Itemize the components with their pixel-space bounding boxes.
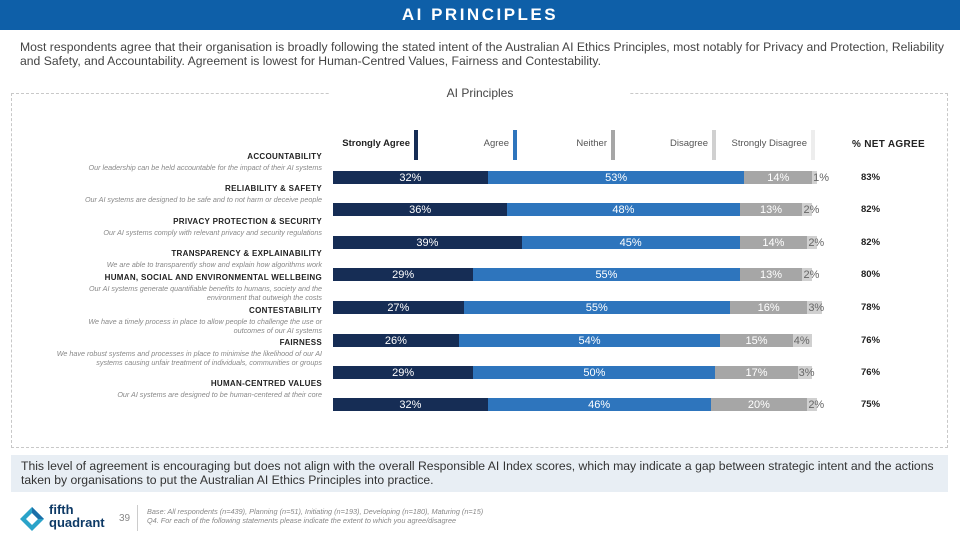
bar-neither: 14% <box>739 236 808 249</box>
principle-description-line: outcomes of our AI systems <box>233 326 322 335</box>
legend-label: Strongly Disagree <box>731 138 807 149</box>
bar-agree: 53% <box>487 171 745 184</box>
fifth-quadrant-logo-icon <box>20 507 44 531</box>
principle-title: PRIVACY PROTECTION & SECURITY <box>173 217 322 226</box>
legend-swatch <box>414 130 418 160</box>
principle-title: TRANSPARENCY & EXPLAINABILITY <box>171 249 322 258</box>
legend-swatch <box>611 130 615 160</box>
bar-disagree: 4% <box>792 334 813 347</box>
chart-title: AI Principles <box>330 86 630 100</box>
bar-agree: 55% <box>473 268 740 281</box>
net-agree-header: % NET AGREE <box>852 139 925 150</box>
principle-description-line: Our leadership can be held accountable f… <box>88 163 322 172</box>
summary-box: This level of agreement is encouraging b… <box>11 455 948 492</box>
bar-strongly-agree: 26% <box>333 334 459 347</box>
principle-description-line: systems causing unfair treatment of indi… <box>96 358 322 367</box>
bar-neither: 16% <box>729 301 808 314</box>
net-agree-value: 83% <box>861 172 881 183</box>
bar-disagree: 3% <box>807 301 825 314</box>
legend-label: Agree <box>483 138 509 149</box>
legend-swatch <box>712 130 716 160</box>
net-agree-value: 82% <box>861 204 881 215</box>
legend-item-neither: Neither <box>475 130 615 160</box>
bar-agree: 45% <box>521 236 740 249</box>
principle-description-line: Our AI systems generate quantifiable ben… <box>88 284 322 293</box>
bar-disagree: 2% <box>807 398 825 411</box>
bar-strongly-agree: 32% <box>333 398 488 411</box>
bar-neither: 13% <box>739 268 803 281</box>
bar-agree: 46% <box>487 398 711 411</box>
summary-text: This level of agreement is encouraging b… <box>21 459 934 487</box>
principle-title: HUMAN-CENTRED VALUES <box>210 379 322 388</box>
base-note-line-1: Base: All respondents (n=439), Planning … <box>147 507 484 516</box>
base-note-line-2: Q4. For each of the following statements… <box>147 516 457 525</box>
principle-description-line: We have robust systems and processes in … <box>56 349 322 358</box>
net-agree-value: 76% <box>861 367 881 378</box>
principle-description-line: Our AI systems are designed to be safe a… <box>84 195 322 204</box>
bar-strongly-agree: 32% <box>333 171 488 184</box>
bar-strongly-agree: 36% <box>333 203 508 216</box>
bar-agree: 48% <box>507 203 740 216</box>
bar-strongly-agree: 39% <box>333 236 522 249</box>
bar-strongly-agree: 29% <box>333 366 474 379</box>
bar-disagree: 3% <box>797 366 815 379</box>
bar-strongly-agree: 29% <box>333 268 474 281</box>
legend-item-agree: Agree <box>377 130 517 160</box>
legend-swatch <box>513 130 517 160</box>
legend-label: Neither <box>576 138 607 149</box>
principle-title: RELIABILITY & SAFETY <box>225 184 322 193</box>
bar-neither: 14% <box>744 171 813 184</box>
title-bar: AI PRINCIPLES <box>0 0 960 30</box>
intro-text: Most respondents agree that their organi… <box>20 40 945 68</box>
bar-disagree: 1% <box>812 171 830 184</box>
base-note: Base: All respondents (n=439), Planning … <box>147 507 483 525</box>
logo-wordmark: fifth quadrant <box>49 503 105 529</box>
bar-agree: 55% <box>463 301 730 314</box>
bar-neither: 15% <box>720 334 793 347</box>
principle-description-line: We are able to transparently show and ex… <box>106 260 322 269</box>
principle-title: FAIRNESS <box>279 338 322 347</box>
logo-line-1: fifth <box>49 502 74 517</box>
page-title: AI PRINCIPLES <box>401 5 559 24</box>
bar-neither: 20% <box>710 398 808 411</box>
net-agree-value: 76% <box>861 335 881 346</box>
legend-item-strongly-agree: Strongly Agree <box>278 130 418 160</box>
bar-neither: 13% <box>739 203 803 216</box>
principle-title: HUMAN, SOCIAL AND ENVIRONMENTAL WELLBEIN… <box>104 273 322 282</box>
bar-disagree: 2% <box>802 203 820 216</box>
principle-description-line: Our AI systems comply with relevant priv… <box>103 228 322 237</box>
principle-description: We are able to transparently show and ex… <box>2 260 322 269</box>
bar-disagree: 2% <box>807 236 825 249</box>
net-agree-value: 80% <box>861 269 881 280</box>
bar-disagree: 2% <box>802 268 820 281</box>
bar-strongly-agree: 27% <box>333 301 464 314</box>
principle-description: Our leadership can be held accountable f… <box>2 163 322 172</box>
footer-divider <box>137 505 138 531</box>
legend-label: Strongly Agree <box>342 138 410 149</box>
bar-neither: 17% <box>715 366 798 379</box>
principle-description: We have robust systems and processes in … <box>2 349 322 367</box>
principle-description: Our AI systems generate quantifiable ben… <box>2 284 322 302</box>
logo-line-2: quadrant <box>49 515 105 530</box>
principle-title: CONTESTABILITY <box>249 306 322 315</box>
principle-description-line: We have a timely process in place to all… <box>88 317 322 326</box>
legend-label: Disagree <box>669 138 708 149</box>
principle-description: Our AI systems are designed to be human-… <box>2 390 322 399</box>
principle-description: Our AI systems are designed to be safe a… <box>2 195 322 204</box>
net-agree-value: 82% <box>861 237 881 248</box>
page-number: 39 <box>119 513 131 524</box>
legend-swatch <box>811 130 815 160</box>
net-agree-value: 75% <box>861 399 881 410</box>
bar-agree: 50% <box>473 366 716 379</box>
legend-item-strongly-disagree: Strongly Disagree <box>675 130 815 160</box>
legend-item-disagree: Disagree <box>576 130 716 160</box>
principle-description: We have a timely process in place to all… <box>2 317 322 335</box>
principle-description: Our AI systems comply with relevant priv… <box>2 228 322 237</box>
principle-title: ACCOUNTABILITY <box>247 152 322 161</box>
bar-agree: 54% <box>458 334 721 347</box>
net-agree-value: 78% <box>861 302 881 313</box>
principle-description-line: environment that outweigh the costs <box>206 293 322 302</box>
principle-description-line: Our AI systems are designed to be human-… <box>117 390 322 399</box>
